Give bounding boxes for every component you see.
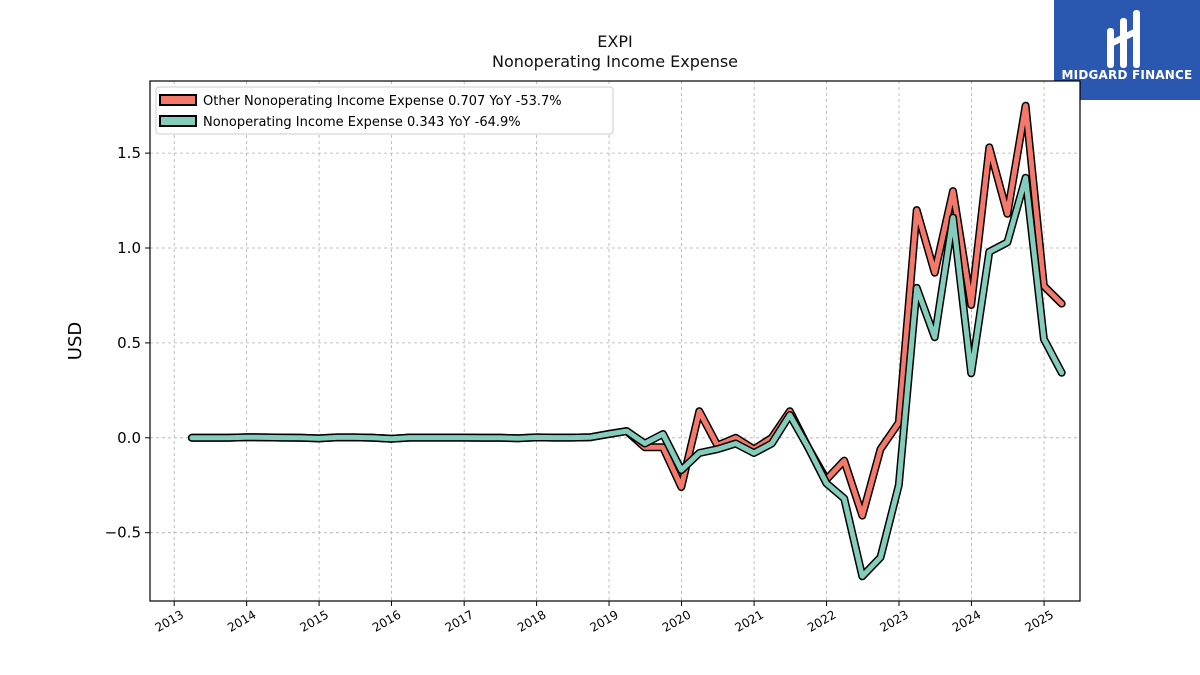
legend-label-0: Other Nonoperating Income Expense 0.707 … bbox=[203, 94, 562, 109]
y-tick-label: 0.0 bbox=[117, 429, 141, 447]
y-axis-label: USD bbox=[65, 322, 86, 360]
x-tick-label: 2017 bbox=[443, 607, 476, 634]
x-tick-label: 2020 bbox=[660, 607, 693, 634]
legend-label-1: Nonoperating Income Expense 0.343 YoY -6… bbox=[203, 115, 521, 130]
x-tick-label: 2016 bbox=[370, 607, 403, 634]
x-tick-label: 2021 bbox=[733, 607, 766, 634]
x-tick-label: 2013 bbox=[153, 607, 186, 634]
series-group bbox=[187, 101, 1066, 581]
y-tick-label: −0.5 bbox=[105, 524, 141, 542]
x-tick-label: 2015 bbox=[298, 607, 331, 634]
brand-mark-icon bbox=[1107, 10, 1140, 68]
chart-title: EXPI bbox=[597, 32, 633, 51]
legend-box bbox=[155, 86, 614, 135]
x-tick-label: 2014 bbox=[225, 607, 258, 634]
x-tick-label: 2018 bbox=[515, 607, 548, 634]
y-tick-label: 0.5 bbox=[117, 334, 141, 352]
x-tick-label: 2023 bbox=[877, 607, 910, 634]
legend-swatch-1 bbox=[159, 115, 197, 127]
brand-name: MIDGARD FINANCE bbox=[1061, 68, 1193, 82]
x-tick-label: 2024 bbox=[950, 607, 983, 634]
y-tick-label: 1.0 bbox=[117, 239, 141, 257]
chart-subtitle: Nonoperating Income Expense bbox=[491, 52, 739, 71]
x-tick-label: 2022 bbox=[805, 607, 838, 634]
x-tick-label: 2025 bbox=[1023, 607, 1056, 634]
y-tick-label: 1.5 bbox=[117, 144, 141, 162]
x-tick-label: 2019 bbox=[587, 607, 620, 634]
legend: Other Nonoperating Income Expense 0.707 … bbox=[155, 86, 614, 135]
axes-frame bbox=[149, 80, 1081, 602]
plot-area bbox=[150, 81, 1080, 601]
series-line-1 bbox=[189, 175, 1065, 579]
legend-swatch-0 bbox=[159, 94, 197, 106]
